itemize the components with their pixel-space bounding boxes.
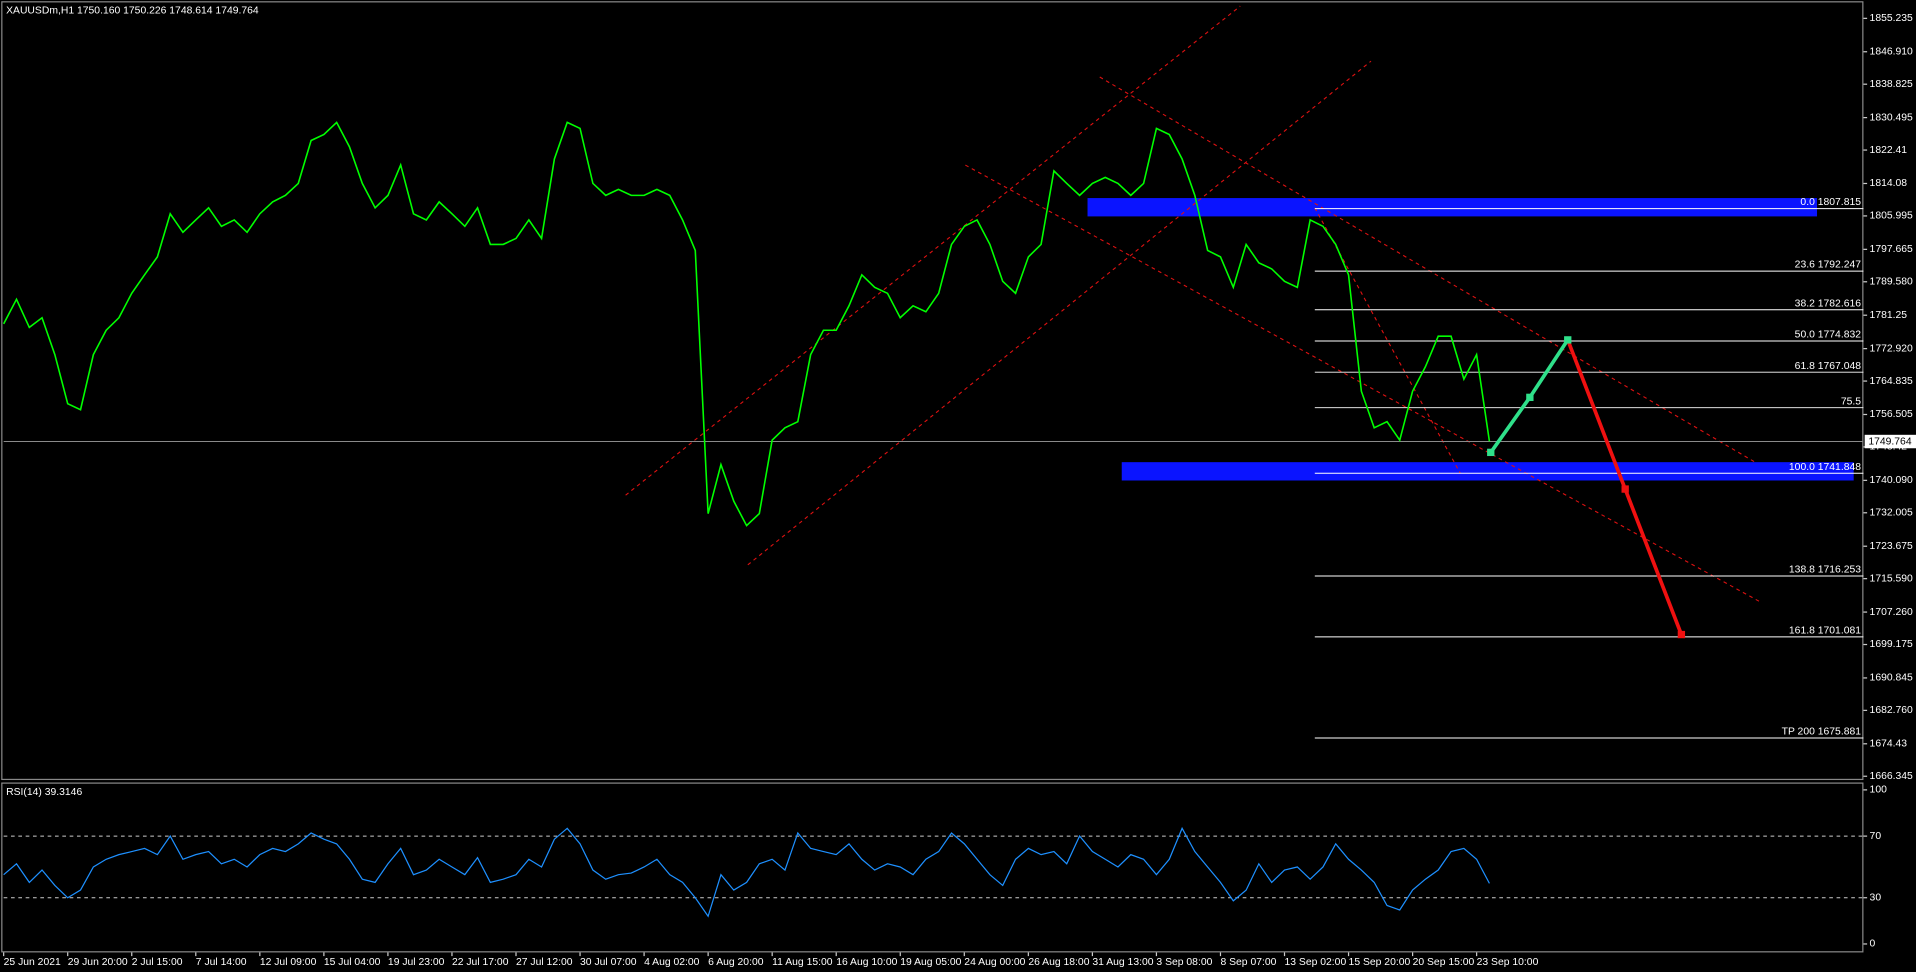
y-tick-label: 1723.675 — [1870, 541, 1913, 552]
fib-label: 38.2 1782.616 — [1795, 298, 1862, 309]
y-tick-label: 1805.995 — [1870, 211, 1913, 222]
x-tick-label: 30 Jul 07:00 — [580, 957, 637, 968]
y-tick-label: 1674.43 — [1870, 739, 1908, 750]
fib-label: 100.0 1741.848 — [1789, 462, 1861, 473]
x-tick-label: 4 Aug 02:00 — [644, 957, 700, 968]
x-tick-label: 2 Jul 15:00 — [132, 957, 183, 968]
x-tick-label: 7 Jul 14:00 — [196, 957, 247, 968]
y-tick-label: 1789.580 — [1870, 277, 1913, 288]
supply-zone — [1087, 198, 1818, 217]
last-price-label: 1749.764 — [1868, 436, 1911, 447]
fib-label: 0.0 1807.815 — [1800, 197, 1861, 208]
x-tick-label: 31 Aug 13:00 — [1092, 957, 1153, 968]
y-tick-label: 100 — [1870, 785, 1888, 796]
last-price-box — [1864, 434, 1916, 449]
y-tick-label: 1846.910 — [1870, 46, 1913, 57]
trendline — [747, 60, 1372, 566]
x-tick-label: 26 Aug 18:00 — [1028, 957, 1089, 968]
x-tick-label: 19 Aug 05:00 — [900, 957, 961, 968]
x-tick-label: 6 Aug 20:00 — [708, 957, 764, 968]
fib-label: 23.6 1792.247 — [1795, 260, 1862, 271]
y-tick-label: 1690.845 — [1870, 673, 1913, 684]
fib-label: 75.5 — [1841, 396, 1861, 407]
trendline — [625, 5, 1241, 496]
y-tick-label: 1772.920 — [1870, 343, 1913, 354]
trendlines — [625, 5, 1760, 603]
rsi-title: RSI(14) 39.3146 — [6, 787, 82, 798]
fib-label: 138.8 1716.253 — [1789, 565, 1861, 576]
rsi-pane — [1, 782, 1864, 953]
y-tick-label: 1707.260 — [1870, 607, 1913, 618]
projection-node — [1487, 448, 1495, 457]
y-tick-label: 1855.235 — [1870, 13, 1913, 24]
x-tick-label: 27 Jul 12:00 — [516, 957, 573, 968]
x-tick-label: 3 Sep 08:00 — [1156, 957, 1212, 968]
y-tick-label: 1838.825 — [1870, 79, 1913, 90]
y-tick-label: 1666.345 — [1870, 771, 1913, 782]
trendline — [1099, 76, 1758, 464]
x-tick-label: 25 Jun 2021 — [4, 957, 61, 968]
projection-node — [1677, 630, 1686, 639]
fib-label: 61.8 1767.048 — [1795, 361, 1862, 372]
y-tick-label: 70 — [1870, 831, 1882, 842]
demand-zone — [1121, 462, 1854, 481]
y-tick-label: 1822.41 — [1870, 145, 1908, 156]
chart-title: XAUUSDm,H1 1750.160 1750.226 1748.614 17… — [6, 6, 259, 17]
fib-label: 161.8 1701.081 — [1789, 625, 1861, 636]
y-tick-label: 30 — [1870, 892, 1882, 903]
y-tick-label: 1814.08 — [1870, 178, 1908, 189]
projection-node — [1621, 485, 1629, 493]
y-tick-label: 0 — [1870, 939, 1876, 950]
y-tick-label: 1740.090 — [1870, 475, 1913, 486]
fib-label: 50.0 1774.832 — [1795, 330, 1862, 341]
x-tick-label: 12 Jul 09:00 — [260, 957, 317, 968]
y-tick-label: 1764.835 — [1870, 376, 1913, 387]
x-tick-label: 23 Sep 10:00 — [1477, 957, 1539, 968]
x-tick-label: 15 Sep 20:00 — [1349, 957, 1411, 968]
y-tick-label: 1682.760 — [1870, 705, 1913, 716]
y-tick-label: 1699.175 — [1870, 639, 1913, 650]
x-tick-label: 11 Aug 15:00 — [772, 957, 833, 968]
y-tick-label: 1756.505 — [1870, 409, 1913, 420]
zones — [1087, 198, 1854, 481]
price-pane — [1, 1, 1864, 781]
price-line — [2, 121, 1491, 527]
x-tick-label: 8 Sep 07:00 — [1220, 957, 1276, 968]
projection — [1487, 336, 1686, 639]
x-tick-label: 13 Sep 02:00 — [1285, 957, 1347, 968]
x-tick-label: 22 Jul 17:00 — [452, 957, 509, 968]
x-tick-label: 20 Sep 15:00 — [1413, 957, 1475, 968]
x-tick-label: 19 Jul 23:00 — [388, 957, 445, 968]
projection-node — [1526, 393, 1534, 402]
x-tick-label: 24 Aug 00:00 — [964, 957, 1025, 968]
y-tick-label: 1781.25 — [1870, 310, 1908, 321]
y-tick-label: 1732.005 — [1870, 508, 1913, 519]
trendline — [1314, 207, 1461, 474]
rsi-line — [3, 826, 1490, 918]
y-tick-label: 1797.665 — [1870, 244, 1913, 255]
x-tick-label: 16 Aug 10:00 — [836, 957, 897, 968]
fib-label: TP 200 1675.881 — [1782, 727, 1862, 738]
x-tick-label: 29 Jun 20:00 — [68, 957, 128, 968]
y-tick-label: 1715.590 — [1870, 573, 1913, 584]
projection-node — [1564, 336, 1572, 344]
dynamic-layer: 1855.235 1846.910 1838.825 1830.495 1822.41 1… — [2, 13, 1916, 968]
x-tick-label: 15 Jul 04:00 — [324, 957, 381, 968]
y-tick-label: 1830.495 — [1870, 112, 1913, 123]
